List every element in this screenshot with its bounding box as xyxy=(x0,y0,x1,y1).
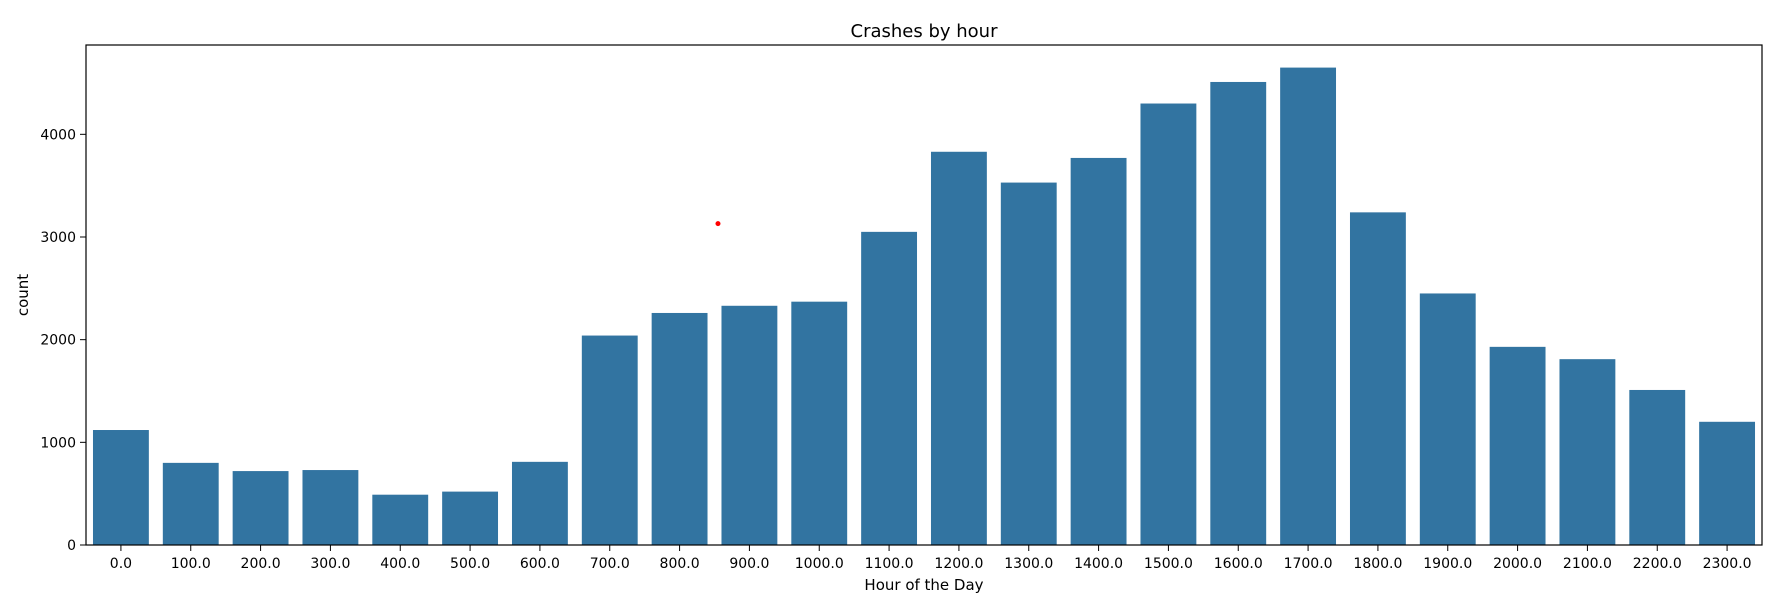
bar xyxy=(791,301,848,545)
y-axis-ticks: 0 1000 2000 3000 4000 xyxy=(40,127,86,554)
bar xyxy=(162,462,219,545)
annotation-layer xyxy=(715,221,721,227)
bars-group xyxy=(92,67,1756,546)
x-tick-label: 900.0 xyxy=(729,556,769,572)
bar xyxy=(861,231,918,545)
x-tick-label: 500.0 xyxy=(450,556,490,572)
x-tick-label: 800.0 xyxy=(660,556,700,572)
x-tick-label: 2100.0 xyxy=(1563,556,1612,572)
chart-title: Crashes by hour xyxy=(851,21,999,42)
y-tick-label: 4000 xyxy=(40,127,76,143)
x-tick-label: 1600.0 xyxy=(1214,556,1263,572)
x-tick-label: 200.0 xyxy=(241,556,281,572)
plot-frame xyxy=(85,44,1763,546)
bar xyxy=(511,461,568,545)
bar xyxy=(651,312,708,545)
x-axis-ticks: 0.0 100.0 200.0 300.0 400.0 500.0 600.0 700.0 80… xyxy=(110,545,1752,572)
x-tick-label: 1100.0 xyxy=(865,556,914,572)
bar xyxy=(1070,157,1127,545)
x-tick-label: 0.0 xyxy=(110,556,132,572)
x-tick-label: 700.0 xyxy=(590,556,630,572)
y-tick-label: 3000 xyxy=(40,230,76,246)
bar xyxy=(1140,103,1197,546)
bar xyxy=(1000,182,1057,545)
bar xyxy=(1699,421,1756,545)
bar xyxy=(1629,389,1686,545)
x-tick-label: 1300.0 xyxy=(1004,556,1053,572)
bar xyxy=(372,494,429,545)
y-tick-label: 1000 xyxy=(40,435,76,451)
x-tick-label: 1400.0 xyxy=(1074,556,1123,572)
x-tick-label: 1000.0 xyxy=(795,556,844,572)
x-tick-label: 2200.0 xyxy=(1633,556,1682,572)
annotation-point xyxy=(715,221,721,227)
x-tick-label: 1200.0 xyxy=(934,556,983,572)
bar xyxy=(1210,81,1267,545)
bar xyxy=(1489,346,1546,545)
y-tick-label: 0 xyxy=(67,538,76,554)
bar xyxy=(721,305,778,545)
x-tick-label: 1900.0 xyxy=(1423,556,1472,572)
bar xyxy=(581,335,638,545)
x-tick-label: 1700.0 xyxy=(1284,556,1333,572)
bar xyxy=(442,491,499,545)
bar xyxy=(1280,67,1337,545)
bar xyxy=(232,471,289,545)
x-tick-label: 400.0 xyxy=(380,556,420,572)
x-tick-label: 1800.0 xyxy=(1353,556,1402,572)
bar xyxy=(1419,293,1476,545)
bar xyxy=(92,430,149,545)
x-tick-label: 600.0 xyxy=(520,556,560,572)
x-axis-label: Hour of the Day xyxy=(864,576,983,594)
bar xyxy=(1349,212,1406,545)
y-axis-label: count xyxy=(14,274,32,316)
x-tick-label: 2000.0 xyxy=(1493,556,1542,572)
y-tick-label: 2000 xyxy=(40,333,76,349)
x-tick-label: 2300.0 xyxy=(1703,556,1752,572)
x-tick-label: 100.0 xyxy=(171,556,211,572)
bar xyxy=(1559,359,1616,545)
x-tick-label: 300.0 xyxy=(310,556,350,572)
bar xyxy=(930,151,987,545)
bar xyxy=(302,470,359,545)
x-tick-label: 1500.0 xyxy=(1144,556,1193,572)
